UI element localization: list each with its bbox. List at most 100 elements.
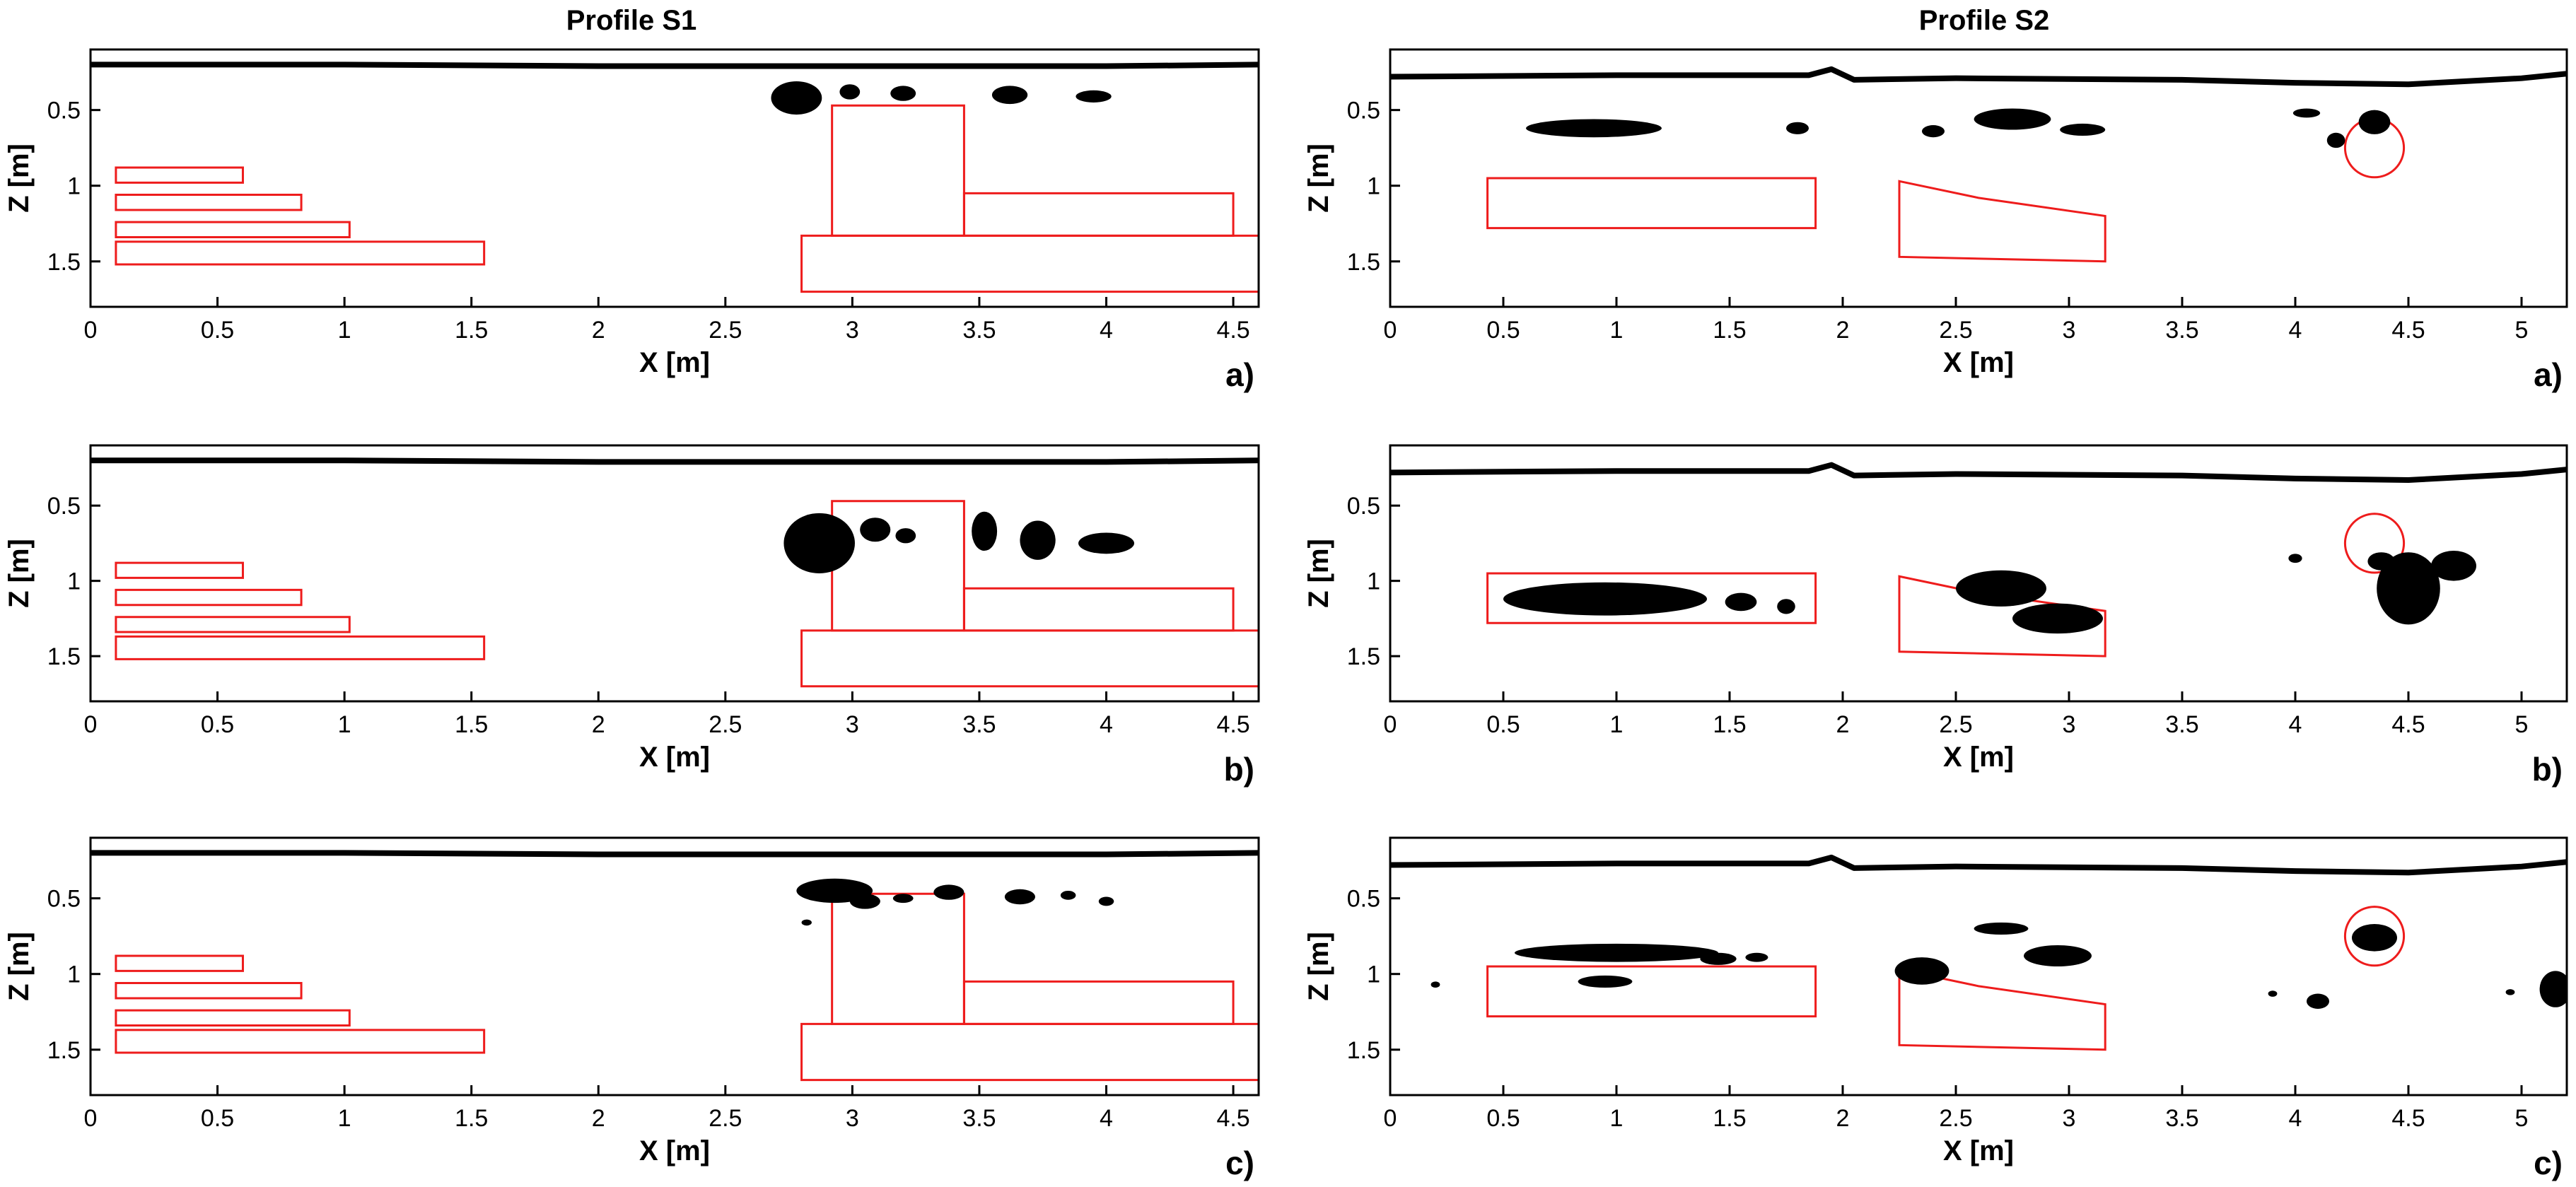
- x-tick-label: 0: [1384, 1105, 1397, 1132]
- x-tick-label: 1: [1610, 317, 1624, 344]
- x-tick-label: 3.5: [2165, 711, 2198, 738]
- x-tick-label: 1.5: [455, 1105, 488, 1132]
- plot-area: [1390, 854, 2567, 1051]
- target-outline: [115, 194, 303, 211]
- anomaly-blob: [1060, 890, 1076, 900]
- x-tick-label: 0.5: [1486, 711, 1520, 738]
- anomaly-blob: [890, 86, 916, 101]
- y-axis-label: Z [m]: [1303, 932, 1334, 1001]
- plot-area: [1390, 462, 2567, 657]
- anomaly-blob: [849, 894, 880, 909]
- target-outline: [800, 234, 1259, 293]
- column-title-s1: Profile S1: [566, 5, 697, 36]
- target-outline: [115, 221, 351, 239]
- x-tick-label: 1: [338, 1105, 351, 1132]
- x-tick-label: 0.5: [201, 1105, 234, 1132]
- target-outline: [831, 892, 965, 1025]
- target-outline: [800, 1022, 1259, 1082]
- y-tick-label: 1.5: [1347, 1037, 1380, 1064]
- anomaly-blob: [1098, 896, 1114, 906]
- anomaly-blob: [2505, 989, 2515, 995]
- target-outline: [1486, 965, 1817, 1018]
- anomaly-blob: [1974, 108, 2051, 130]
- y-axis-label: Z [m]: [4, 932, 35, 1001]
- anomaly-blob: [1078, 532, 1135, 554]
- panel-s1-b: 0 0.5 1 1.5 2 2.5 3 3.5 4 4.5 0.5 1 1.5 X [m] Z [m] b): [4, 444, 1260, 788]
- panel-s1-c: 0 0.5 1 1.5 2 2.5 3 3.5 4 4.5 0.5 1 1.5 X [m] Z [m] c): [4, 836, 1260, 1181]
- anomaly-blob: [2288, 554, 2302, 563]
- x-tick-label: 4: [1100, 317, 1113, 344]
- x-tick-label: 0: [84, 1105, 98, 1132]
- anomaly-blob: [1076, 90, 1112, 103]
- x-tick-label: 3: [846, 711, 859, 738]
- x-axis-label: X [m]: [639, 742, 710, 773]
- x-tick-label: 2: [592, 711, 605, 738]
- anomaly-blob: [839, 84, 861, 100]
- target-outline: [1486, 177, 1817, 230]
- target-outline: [115, 1009, 351, 1027]
- target-outline: [831, 104, 965, 237]
- x-tick-label: 5: [2515, 711, 2529, 738]
- panel-grid: 0 0.5 1 1.5 2 2.5 3 3.5 4 4.5 0.5 1 1.5 X [m] Z [m] a) 0…: [4, 48, 2568, 1181]
- anomaly-blob: [1745, 952, 1768, 962]
- target-outline: [831, 500, 965, 632]
- target-outline: [115, 588, 303, 607]
- target-outline: [962, 980, 1235, 1025]
- anomaly-blob: [892, 894, 914, 904]
- panel-letter: b): [2532, 751, 2563, 788]
- y-tick-label: 1: [67, 173, 81, 200]
- x-tick-label: 4.5: [1216, 711, 1249, 738]
- x-tick-label: 3.5: [2165, 1105, 2198, 1132]
- x-tick-label: 3: [2063, 711, 2076, 738]
- anomaly-blob: [1725, 592, 1757, 612]
- x-tick-label: 2: [1836, 711, 1850, 738]
- x-tick-label: 0: [1384, 317, 1397, 344]
- panel-letter: a): [2534, 356, 2563, 393]
- y-tick-label: 0.5: [47, 493, 81, 520]
- x-tick-label: 0: [84, 317, 98, 344]
- anomaly-blob: [991, 86, 1028, 105]
- anomaly-blob: [2268, 990, 2278, 997]
- target-outline: [115, 561, 244, 579]
- y-tick-label: 1: [1367, 173, 1380, 200]
- x-tick-label: 4: [2289, 1105, 2302, 1132]
- y-tick-label: 1.5: [47, 643, 81, 670]
- x-tick-label: 3.5: [2165, 317, 2198, 344]
- y-tick-label: 1.5: [47, 249, 81, 276]
- target-outline: [962, 587, 1235, 632]
- axes-frame: [1389, 444, 2568, 703]
- column-title-s2: Profile S2: [1919, 5, 2050, 36]
- axes-frame: [1389, 48, 2568, 308]
- anomaly-blob: [1515, 943, 1718, 962]
- panel-letter: a): [1225, 356, 1254, 393]
- panel-s2-c: 0 0.5 1 1.5 2 2.5 3 3.5 4 4.5 5 0.5 1 1.5 X [m] Z [m] c): [1303, 836, 2568, 1181]
- target-outline: [1898, 968, 2106, 1051]
- anomaly-blob: [2060, 123, 2106, 136]
- axes-frame: [89, 48, 1260, 308]
- x-tick-label: 4.5: [2391, 317, 2425, 344]
- x-tick-label: 3: [846, 317, 859, 344]
- anomaly-blob: [1786, 122, 1809, 134]
- surface-line: [91, 457, 1259, 465]
- target-circle: [2343, 513, 2406, 574]
- anomaly-blob: [2377, 552, 2440, 625]
- target-outline: [1486, 572, 1817, 624]
- target-outline: [115, 166, 244, 184]
- x-tick-label: 3: [2063, 1105, 2076, 1132]
- x-tick-label: 3.5: [962, 1105, 996, 1132]
- anomaly-blob: [2539, 971, 2567, 1007]
- anomaly-blob: [1020, 520, 1056, 560]
- x-tick-label: 0.5: [1486, 317, 1520, 344]
- target-outline: [800, 629, 1259, 688]
- anomaly-blob: [2024, 945, 2092, 966]
- panel-letter: c): [2534, 1145, 2563, 1181]
- x-tick-label: 2.5: [709, 1105, 742, 1132]
- target-outline: [1898, 180, 2106, 263]
- target-outline: [115, 1029, 486, 1054]
- anomaly-blob: [2292, 108, 2321, 118]
- x-tick-label: 4: [1100, 711, 1113, 738]
- x-tick-label: 1.5: [1713, 711, 1746, 738]
- x-tick-label: 2: [1836, 1105, 1850, 1132]
- x-tick-label: 4.5: [2391, 711, 2425, 738]
- axes-frame: [1389, 836, 2568, 1097]
